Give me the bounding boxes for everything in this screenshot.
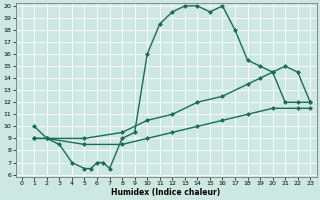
X-axis label: Humidex (Indice chaleur): Humidex (Indice chaleur) — [111, 188, 221, 197]
